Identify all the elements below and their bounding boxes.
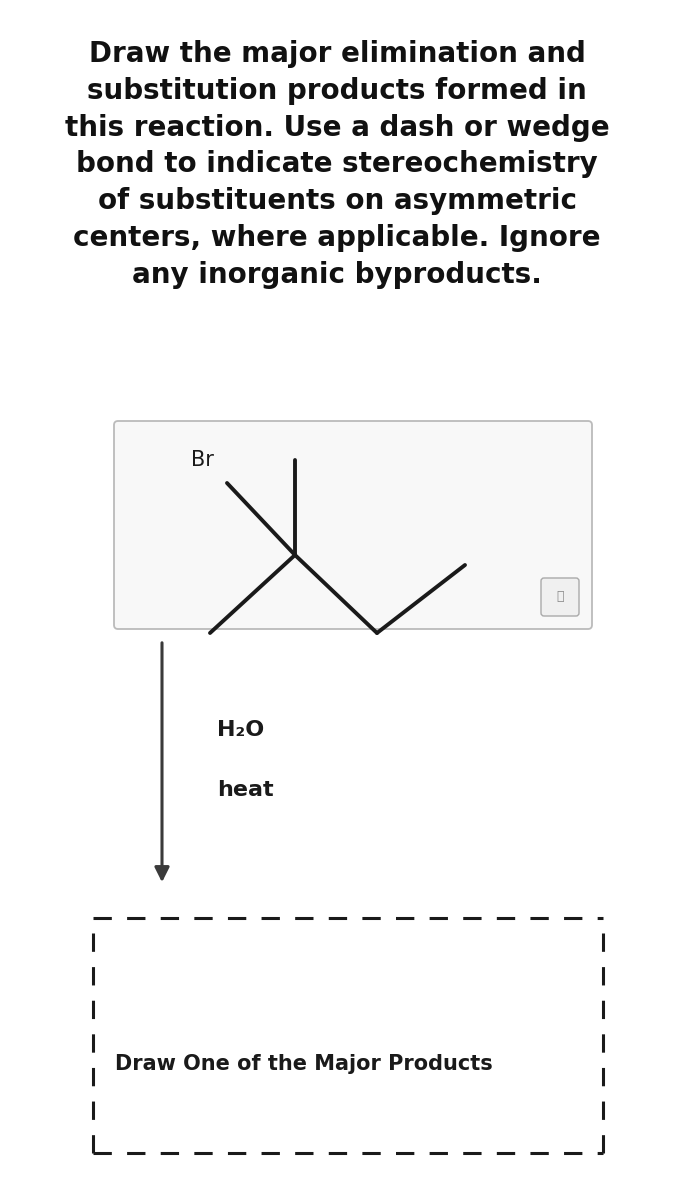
Text: Br: Br — [191, 450, 214, 470]
Text: 🔍: 🔍 — [556, 590, 564, 604]
FancyBboxPatch shape — [114, 421, 592, 629]
FancyBboxPatch shape — [541, 578, 579, 616]
Text: Draw the major elimination and
substitution products formed in
this reaction. Us: Draw the major elimination and substitut… — [65, 40, 610, 289]
Text: heat: heat — [217, 780, 273, 800]
Text: Draw One of the Major Products: Draw One of the Major Products — [115, 1054, 493, 1074]
Text: H₂O: H₂O — [217, 720, 264, 740]
